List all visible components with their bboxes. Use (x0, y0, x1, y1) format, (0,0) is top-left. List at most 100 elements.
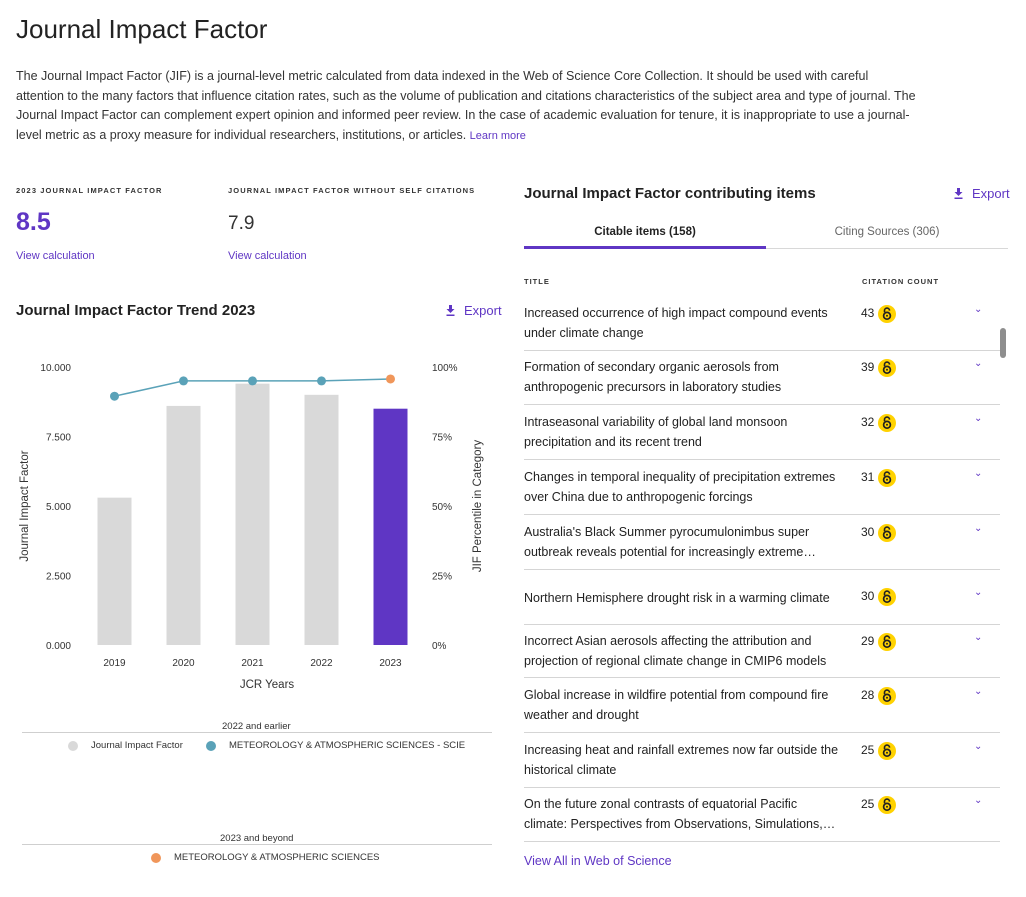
item-citation-count: 29 (861, 634, 875, 648)
item-citation-count: 30 (861, 525, 875, 539)
item-title[interactable]: Incorrect Asian aerosols affecting the a… (524, 634, 827, 668)
open-access-icon (878, 588, 896, 606)
chevron-down-icon[interactable]: ⌄ (974, 304, 983, 315)
chevron-down-icon[interactable]: ⌄ (974, 358, 983, 369)
y2-tick-label: 50% (432, 502, 452, 513)
legend-item-scie: METEOROLOGY & ATMOSPHERIC SCIENCES - SCI… (206, 740, 465, 751)
contrib-tabs: Citable items (158) Citing Sources (306) (524, 218, 1008, 249)
jif-label: 2023 JOURNAL IMPACT FACTOR (16, 186, 163, 195)
chart-bar (235, 383, 270, 645)
x-tick-label: 2019 (103, 658, 126, 669)
item-title[interactable]: Northern Hemisphere drought risk in a wa… (524, 591, 830, 605)
x-axis-title: JCR Years (240, 679, 295, 691)
chevron-down-icon[interactable]: ⌄ (974, 686, 983, 697)
item-title[interactable]: On the future zonal contrasts of equator… (524, 797, 823, 831)
legend-separator (22, 844, 492, 845)
chevron-down-icon[interactable]: ⌄ (974, 587, 983, 598)
list-item[interactable]: Intraseasonal variability of global land… (524, 405, 1000, 460)
open-access-icon (878, 633, 896, 651)
list-item[interactable]: On the future zonal contrasts of equator… (524, 787, 1000, 842)
list-item[interactable]: Formation of secondary organic aerosols … (524, 350, 1000, 405)
chart-bar (97, 497, 132, 645)
trend-export-button[interactable]: Export (446, 303, 502, 318)
jif-view-calculation-link[interactable]: View calculation (16, 250, 95, 262)
trend-export-label: Export (464, 303, 502, 318)
list-item[interactable]: Incorrect Asian aerosols affecting the a… (524, 624, 1000, 678)
list-item[interactable]: Increasing heat and rainfall extremes no… (524, 733, 1000, 788)
item-citation-count: 25 (861, 797, 875, 811)
item-citation-count: 25 (861, 743, 875, 757)
jif-trend-chart: 0.000 2.500 5.000 7.500 10.000 0% 25% 50% 75% 100… (19, 363, 484, 691)
list-item[interactable]: Northern Hemisphere drought risk in a wa… (524, 570, 1000, 625)
item-title[interactable]: Changes in temporal inequality of precip… (524, 470, 836, 504)
percentile-point (248, 376, 257, 386)
open-access-icon (878, 687, 896, 705)
open-access-icon (878, 305, 896, 323)
y-axis-title: Journal Impact Factor (19, 450, 31, 561)
open-access-icon (878, 414, 896, 432)
y2-tick-label: 100% (432, 363, 458, 374)
jif-no-self-label: JOURNAL IMPACT FACTOR WITHOUT SELF CITAT… (228, 186, 476, 195)
list-item[interactable]: Changes in temporal inequality of precip… (524, 460, 1000, 515)
legend-item-label: METEOROLOGY & ATMOSPHERIC SCIENCES - SCI… (229, 740, 466, 751)
legend-item-jif: Journal Impact Factor (68, 740, 183, 751)
chevron-down-icon[interactable]: ⌄ (974, 413, 983, 424)
column-header-citation-count: CITATION COUNT (862, 277, 940, 286)
intro-text: The Journal Impact Factor (JIF) is a jou… (16, 67, 916, 146)
legend-gray-dot-icon (68, 740, 78, 751)
y2-axis-title: JIF Percentile in Category (472, 440, 484, 573)
learn-more-link[interactable]: Learn more (469, 129, 526, 142)
view-all-link[interactable]: View All in Web of Science (524, 854, 672, 868)
legend-orange-dot-icon (151, 852, 161, 863)
list-item[interactable]: Global increase in wildfire potential fr… (524, 678, 1000, 733)
open-access-icon (878, 524, 896, 542)
chevron-down-icon[interactable]: ⌄ (974, 468, 983, 479)
jif-no-self-value: 7.9 (228, 213, 255, 234)
y2-tick-label: 0% (432, 641, 447, 652)
chevron-down-icon[interactable]: ⌄ (974, 632, 983, 643)
contrib-title: Journal Impact Factor contributing items (524, 185, 816, 202)
open-access-icon (878, 359, 896, 377)
x-tick-label: 2022 (310, 658, 333, 669)
legend-group-label: 2022 and earlier (220, 721, 293, 732)
list-scrollbar[interactable] (1000, 328, 1006, 358)
item-citation-count: 43 (861, 306, 875, 320)
contrib-export-label: Export (972, 186, 1010, 201)
chart-bar (373, 408, 408, 645)
list-item[interactable]: Increased occurrence of high impact comp… (524, 296, 1000, 351)
chevron-down-icon[interactable]: ⌄ (974, 795, 983, 806)
item-title[interactable]: Increased occurrence of high impact comp… (524, 306, 828, 340)
download-icon (954, 188, 963, 199)
contrib-export-button[interactable]: Export (954, 186, 1010, 201)
item-title[interactable]: Formation of secondary organic aerosols … (524, 360, 782, 394)
x-tick-label: 2020 (172, 658, 195, 669)
item-citation-count: 32 (861, 415, 875, 429)
chevron-down-icon[interactable]: ⌄ (974, 741, 983, 752)
legend-item-label: Journal Impact Factor (91, 740, 183, 751)
open-access-icon (878, 469, 896, 487)
open-access-icon (878, 742, 896, 760)
page-title: Journal Impact Factor (16, 14, 268, 44)
item-title[interactable]: Australia's Black Summer pyrocumulonimbu… (524, 525, 810, 559)
legend-group-label: 2023 and beyond (218, 833, 296, 844)
percentile-point (179, 376, 188, 386)
item-title[interactable]: Increasing heat and rainfall extremes no… (524, 743, 839, 777)
jif-no-self-view-calculation-link[interactable]: View calculation (228, 250, 307, 262)
chevron-down-icon[interactable]: ⌄ (974, 523, 983, 534)
item-title[interactable]: Intraseasonal variability of global land… (524, 415, 788, 449)
intro-body: The Journal Impact Factor (JIF) is a jou… (16, 69, 916, 142)
chart-bar (166, 405, 201, 645)
list-item[interactable]: Australia's Black Summer pyrocumulonimbu… (524, 515, 1000, 570)
percentile-point-2023 (386, 374, 395, 384)
column-header-title: TITLE (524, 277, 550, 286)
legend-item-label: METEOROLOGY & ATMOSPHERIC SCIENCES (174, 852, 380, 863)
y-tick-label: 7.500 (46, 433, 71, 444)
item-title[interactable]: Global increase in wildfire potential fr… (524, 688, 829, 722)
y2-tick-label: 75% (432, 433, 452, 444)
jif-value: 8.5 (16, 208, 51, 236)
legend-separator (22, 732, 492, 733)
tab-citing-sources[interactable]: Citing Sources (306) (834, 226, 940, 238)
y-tick-label: 0.000 (46, 641, 71, 652)
open-access-icon (878, 796, 896, 814)
tab-citable-items[interactable]: Citable items (158) (524, 218, 766, 249)
